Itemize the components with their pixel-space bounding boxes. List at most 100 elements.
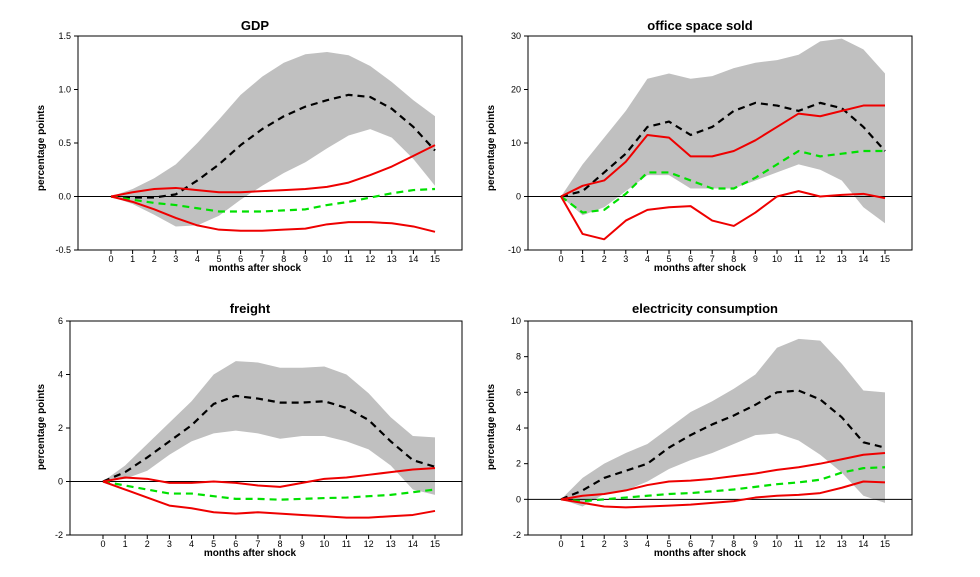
x-tick-label: 6 — [688, 539, 693, 549]
x-tick-label: 3 — [167, 539, 172, 549]
x-tick-label: 6 — [238, 254, 243, 264]
y-tick-label: 1.0 — [58, 85, 71, 95]
x-tick-label: 15 — [880, 254, 890, 264]
x-tick-label: 14 — [858, 539, 868, 549]
y-tick-label: 1.5 — [58, 31, 71, 41]
chart-panel-office-space-sold: office space sold percentage points mont… — [486, 18, 913, 274]
y-tick-label: 10 — [511, 138, 521, 148]
x-tick-label: 7 — [710, 539, 715, 549]
x-tick-label: 10 — [322, 254, 332, 264]
y-tick-label: 20 — [511, 85, 521, 95]
x-tick-label: 2 — [602, 254, 607, 264]
x-tick-label: 7 — [260, 254, 265, 264]
x-axis-label: months after shock — [654, 263, 747, 274]
chart-panel-freight: freight percentage points months after s… — [36, 301, 463, 559]
x-axis-label: months after shock — [654, 548, 747, 559]
x-tick-label: 6 — [688, 254, 693, 264]
x-tick-label: 1 — [123, 539, 128, 549]
x-tick-label: 4 — [645, 254, 650, 264]
x-tick-label: 9 — [753, 539, 758, 549]
series-line-green-dashed — [102, 480, 436, 501]
series-line-red — [102, 480, 436, 519]
series-line-red — [560, 190, 886, 241]
x-tick-label: 3 — [623, 539, 628, 549]
series-line-black-dashed — [102, 394, 436, 483]
x-tick-label: 0 — [100, 539, 105, 549]
x-tick-label: 15 — [430, 254, 440, 264]
y-tick-label: 8 — [516, 352, 521, 362]
y-axis-label: percentage points — [36, 384, 47, 471]
x-tick-label: 9 — [303, 254, 308, 264]
x-tick-label: 12 — [815, 254, 825, 264]
y-tick-label: 10 — [511, 316, 521, 326]
x-tick-label: 11 — [794, 539, 803, 549]
x-tick-label: 4 — [195, 254, 200, 264]
y-tick-label: 0 — [516, 494, 521, 504]
x-tick-label: 11 — [344, 254, 353, 264]
series-line-green-dashed — [560, 149, 885, 214]
x-tick-label: 4 — [189, 539, 194, 549]
x-tick-label: 13 — [386, 539, 396, 549]
x-tick-label: 4 — [645, 539, 650, 549]
x-tick-label: 1 — [580, 539, 585, 549]
y-tick-label: 4 — [58, 370, 63, 380]
y-tick-label: 0 — [58, 477, 63, 487]
series-line-red — [102, 467, 436, 488]
x-tick-label: 0 — [108, 254, 113, 264]
x-tick-label: 10 — [772, 539, 782, 549]
y-axis-label: percentage points — [36, 105, 47, 192]
y-tick-label: 0.0 — [58, 192, 71, 202]
y-tick-label: 2 — [516, 459, 521, 469]
y-tick-label: 30 — [511, 31, 521, 41]
x-tick-label: 13 — [387, 254, 397, 264]
y-tick-label: 6 — [58, 316, 63, 326]
series-line-black-dashed — [560, 101, 886, 198]
x-tick-label: 15 — [880, 539, 890, 549]
x-tick-label: 7 — [255, 539, 260, 549]
x-tick-label: 8 — [281, 254, 286, 264]
x-tick-label: 8 — [731, 254, 736, 264]
x-tick-label: 8 — [278, 539, 283, 549]
x-tick-label: 14 — [408, 539, 418, 549]
x-tick-label: 10 — [772, 254, 782, 264]
series-line-black-dashed — [560, 389, 886, 501]
x-tick-label: 14 — [408, 254, 418, 264]
series-line-red — [110, 195, 436, 233]
x-tick-label: 6 — [233, 539, 238, 549]
series-line-green-dashed — [560, 466, 886, 503]
series-line-red — [560, 451, 886, 501]
y-axis-label: percentage points — [486, 384, 497, 471]
x-tick-label: 5 — [666, 254, 671, 264]
x-tick-label: 9 — [300, 539, 305, 549]
confidence-band — [561, 338, 885, 507]
y-tick-label: -2 — [513, 530, 521, 540]
x-tick-label: 11 — [794, 254, 803, 264]
x-tick-label: 5 — [216, 254, 221, 264]
x-tick-label: 0 — [558, 539, 563, 549]
x-tick-label: 15 — [430, 539, 440, 549]
x-tick-label: 10 — [319, 539, 329, 549]
x-tick-label: 0 — [558, 254, 563, 264]
y-tick-label: 4 — [516, 423, 521, 433]
y-tick-label: 6 — [516, 387, 521, 397]
x-tick-label: 14 — [858, 254, 868, 264]
x-tick-label: 2 — [152, 254, 157, 264]
x-axis-label: months after shock — [209, 263, 302, 274]
y-tick-label: -0.5 — [55, 245, 71, 255]
chart-panel-electricity-consumption: electricity consumption percentage point… — [486, 301, 913, 559]
confidence-band — [111, 52, 435, 227]
x-tick-label: 2 — [602, 539, 607, 549]
chart-title: office space sold — [647, 18, 753, 33]
series-line-black-dashed — [110, 93, 436, 199]
x-tick-label: 13 — [837, 539, 847, 549]
series-line-red — [560, 480, 886, 509]
x-tick-label: 1 — [580, 254, 585, 264]
x-tick-label: 5 — [666, 539, 671, 549]
confidence-band — [103, 361, 435, 495]
series-line-green-dashed — [110, 187, 436, 213]
x-tick-label: 9 — [753, 254, 758, 264]
y-tick-label: 2 — [58, 423, 63, 433]
x-tick-label: 13 — [837, 254, 847, 264]
x-tick-label: 1 — [130, 254, 135, 264]
series-line-red — [560, 104, 885, 198]
